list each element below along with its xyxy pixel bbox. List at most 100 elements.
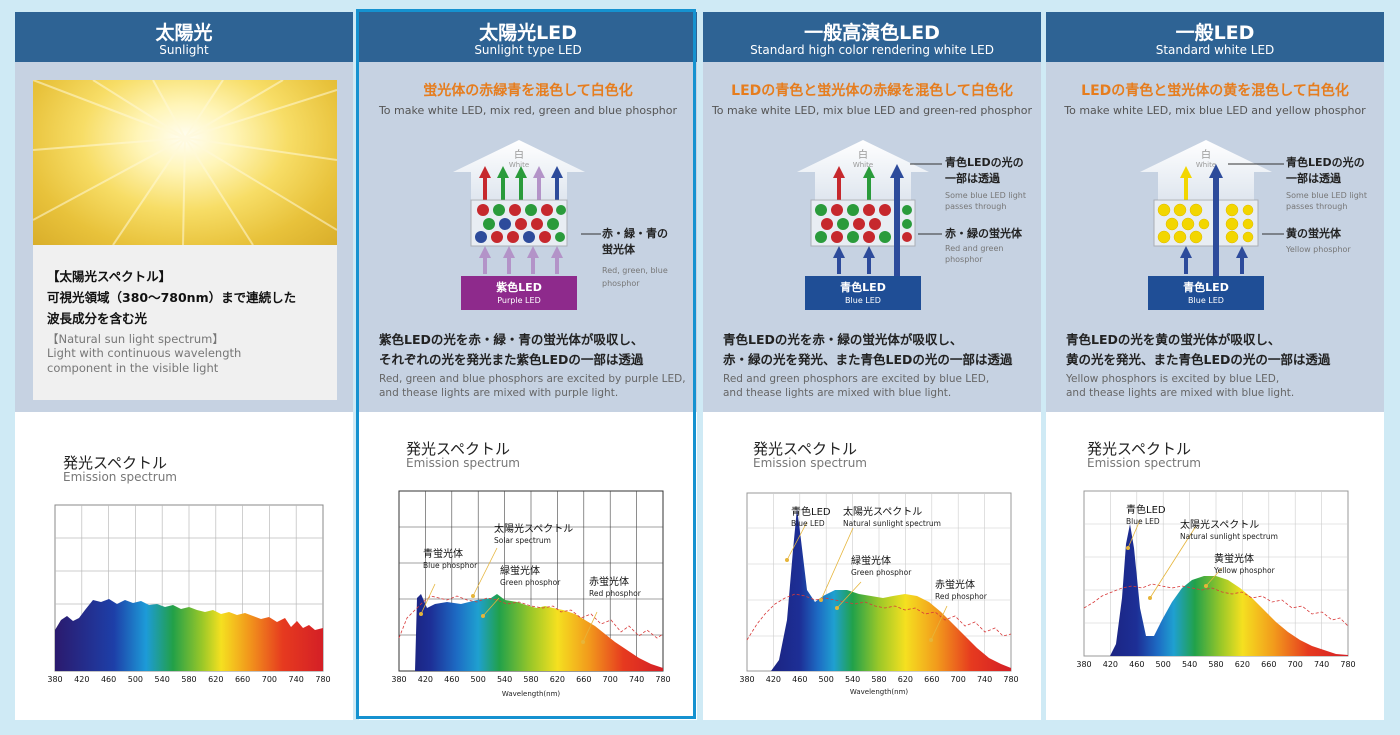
phosphor-label: 赤・緑の蛍光体 xyxy=(945,227,1022,240)
x-tick: 460 xyxy=(792,675,807,684)
led-label-en: Blue LED xyxy=(1188,296,1224,305)
callout-blue: 青蛍光体 xyxy=(423,547,463,560)
diagram-panel: LEDの青色と蛍光体の赤緑を混色して白色化 To make white LED,… xyxy=(703,62,1041,412)
emission-title: 発光スペクトル xyxy=(753,440,857,458)
emission-subtitle: Emission spectrum xyxy=(1087,456,1201,470)
column-subtitle: Sunlight type LED xyxy=(474,43,582,57)
callout-blue: 青色LED xyxy=(1126,503,1166,516)
x-tick: 580 xyxy=(871,675,886,684)
x-tick: 380 xyxy=(739,675,754,684)
callout-red: 赤蛍光体 xyxy=(589,575,629,588)
white-label: 白 xyxy=(514,148,524,161)
mix-title: LEDの青色と蛍光体の赤緑を混色して白色化 xyxy=(731,83,1013,99)
column-title: 太陽光 xyxy=(155,22,213,44)
phosphor-label-en: Yellow phosphor xyxy=(1286,245,1351,254)
x-tick: 740 xyxy=(977,675,992,684)
spectrum-panel: 発光スペクトル Emission spectrum xyxy=(1046,412,1384,720)
emission-subtitle: Emission spectrum xyxy=(406,456,520,470)
white-label: 白 xyxy=(1201,148,1211,161)
phosphor-diagram: 白 White 青色LED Blue LED xyxy=(1140,140,1272,310)
pass-label2: 一部は透過 xyxy=(945,172,1000,185)
phosphor-label-en2: phosphor xyxy=(602,279,640,288)
pass-label-en2: passes through xyxy=(945,202,1007,211)
x-axis-label: Wavelength(nm) xyxy=(502,690,561,698)
callout-yellow: 黄蛍光体 xyxy=(1214,552,1254,565)
x-tick: 620 xyxy=(550,675,565,684)
x-tick: 620 xyxy=(208,675,223,684)
callout-solar: 太陽光スペクトル xyxy=(494,522,573,535)
diagram-panel: 【太陽光スペクトル】 可視光領域（380〜780nm）まで連続した 波長成分を含… xyxy=(15,62,353,412)
emission-title: 発光スペクトル xyxy=(63,454,167,472)
sunlight-desc-line1: 可視光領域（380〜780nm）まで連続した xyxy=(47,290,297,305)
description: 青色LEDの光を黄の蛍光体が吸収し、 黄の光を発光、また青色LEDの光の一部は透過 xyxy=(1066,332,1331,367)
column-subtitle: Standard white LED xyxy=(1155,43,1275,57)
callout-blue: 青色LED xyxy=(791,505,831,518)
mix-subtitle: To make white LED, mix blue LED and yell… xyxy=(1064,104,1366,117)
x-tick: 660 xyxy=(235,675,250,684)
spectrum-panel: 発光スペクトル Emission spectrum xyxy=(703,412,1041,720)
spectrum-panel: 発光スペクトル Emission spectrum xyxy=(15,412,353,720)
x-tick: 500 xyxy=(819,675,834,684)
callout-solar-en: Natural sunlight spectrum xyxy=(843,519,941,528)
pass-label2: 一部は透過 xyxy=(1286,172,1341,185)
description-en: Red, green and blue phosphors are excite… xyxy=(379,373,686,399)
mix-subtitle: To make white LED, mix blue LED and gree… xyxy=(711,104,1033,117)
x-tick: 740 xyxy=(1314,660,1329,669)
sunlight-spectrum-title: 【太陽光スペクトル】 xyxy=(47,269,172,284)
column-standard-led: 一般LED Standard white LED LEDの青色と蛍光体の黄を混色… xyxy=(1046,12,1384,720)
x-tick: 420 xyxy=(418,675,433,684)
emission-title: 発光スペクトル xyxy=(1087,440,1191,458)
x-tick: 460 xyxy=(101,675,116,684)
led-label: 青色LED xyxy=(1183,280,1229,294)
x-tick: 580 xyxy=(523,675,538,684)
x-tick: 540 xyxy=(155,675,170,684)
x-tick: 700 xyxy=(262,675,277,684)
phosphor-label2: 蛍光体 xyxy=(602,243,635,256)
callout-solar: 太陽光スペクトル xyxy=(843,505,922,518)
callout-solar-en: Natural sunlight spectrum xyxy=(1180,532,1278,541)
sunlight-title-en: 【Natural sun light spectrum】 xyxy=(47,332,224,346)
sunlight-desc-en2: component in the visible light xyxy=(47,361,219,375)
x-tick: 660 xyxy=(1261,660,1276,669)
diagram-panel: 蛍光体の赤緑青を混色して白色化 To make white LED, mix r… xyxy=(359,62,697,412)
x-tick: 580 xyxy=(1208,660,1223,669)
mix-title: LEDの青色と蛍光体の黄を混色して白色化 xyxy=(1081,83,1349,99)
sunlight-spectrum-chart: 380 420 460 500 540 580 620 660 700 740 … xyxy=(47,504,331,684)
emission-subtitle: Emission spectrum xyxy=(63,470,177,484)
led-label: 青色LED xyxy=(840,280,886,294)
phosphor-label-en: Red, green, blue xyxy=(602,266,668,275)
x-tick: 540 xyxy=(845,675,860,684)
pass-label-en2: passes through xyxy=(1286,202,1348,211)
white-label: 白 xyxy=(858,148,868,161)
description: 紫色LEDの光を赤・緑・青の蛍光体が吸収し、 それぞれの光を発光また紫色LEDの一… xyxy=(379,332,644,367)
column-title: 一般LED xyxy=(1175,22,1255,44)
x-tick: 500 xyxy=(128,675,143,684)
x-tick: 780 xyxy=(655,675,670,684)
column-header: 太陽光 Sunlight xyxy=(15,12,353,62)
x-tick: 740 xyxy=(289,675,304,684)
x-tick: 660 xyxy=(924,675,939,684)
led-label: 紫色LED xyxy=(496,280,542,294)
emission-title: 発光スペクトル xyxy=(406,440,510,458)
callout-red-en: Red phosphor xyxy=(935,592,988,601)
mix-title: 蛍光体の赤緑青を混色して白色化 xyxy=(423,83,633,99)
column-high-cri-led: 一般高演色LED Standard high color rendering w… xyxy=(703,12,1041,720)
column-sunlight-led: 太陽光LED Sunlight type LED 蛍光体の赤緑青を混色して白色化… xyxy=(359,12,697,720)
x-tick: 700 xyxy=(951,675,966,684)
phosphor-label-en2: phosphor xyxy=(945,255,983,264)
x-tick: 420 xyxy=(766,675,781,684)
standard-led-spectrum-chart: 青色LED Blue LED 太陽光スペクトル Natural sunlight… xyxy=(1076,490,1356,669)
sunlight-card: 【太陽光スペクトル】 可視光領域（380〜780nm）まで連続した 波長成分を含… xyxy=(33,80,337,400)
x-tick: 420 xyxy=(74,675,89,684)
x-tick: 700 xyxy=(603,675,618,684)
callout-yellow-en: Yellow phosphor xyxy=(1213,566,1276,575)
led-label-en: Purple LED xyxy=(497,296,540,305)
callout-red: 赤蛍光体 xyxy=(935,578,975,591)
x-tick: 660 xyxy=(576,675,591,684)
diagram-panel: LEDの青色と蛍光体の黄を混色して白色化 To make white LED, … xyxy=(1046,62,1384,412)
x-tick: 460 xyxy=(444,675,459,684)
sunlight-desc-line2: 波長成分を含む光 xyxy=(47,311,148,326)
pass-label-en: Some blue LED light xyxy=(1286,191,1368,200)
callout-green: 緑蛍光体 xyxy=(500,564,540,577)
callout-red-en: Red phosphor xyxy=(589,589,642,598)
